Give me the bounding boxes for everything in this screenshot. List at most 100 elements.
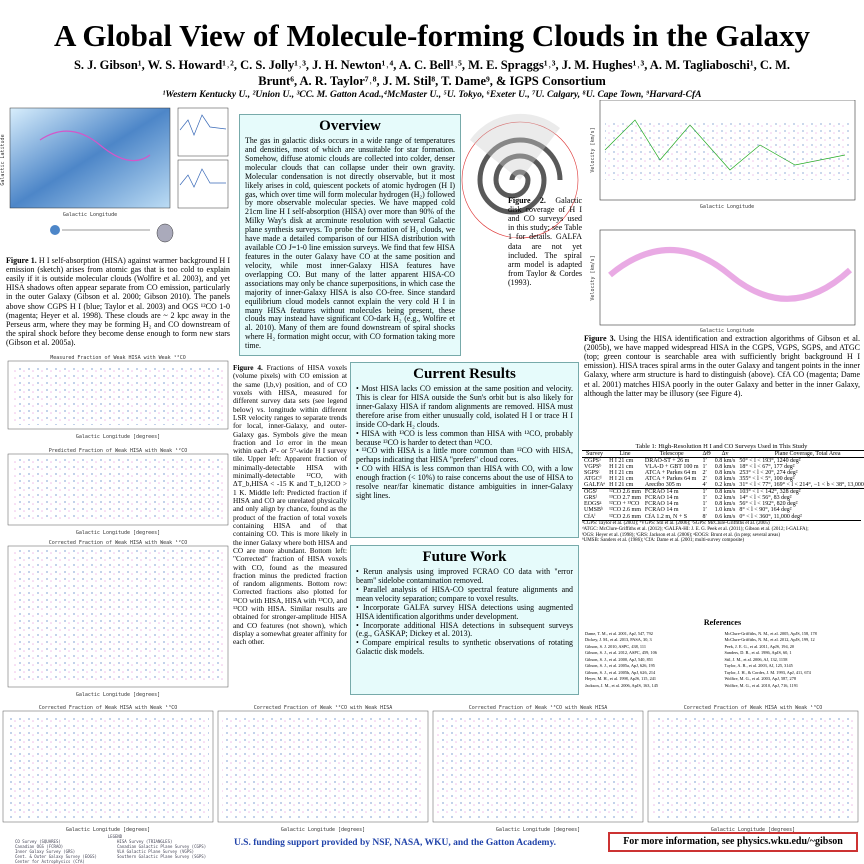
caption-label: Figure 4. <box>233 363 263 372</box>
column-header: ΔΘ <box>702 451 711 457</box>
results-list: Most HISA lacks CO emission at the same … <box>356 384 573 501</box>
table-cell: FCRAO 14 m <box>644 507 679 513</box>
table-row: ATGCᵈ H I 21 cm ATCA + Parkes 64 m 2′ 0.8 km… <box>582 476 864 482</box>
table-cell: FCRAO 14 m <box>644 501 679 507</box>
x-axis-label: Galactic Longitude [degrees] <box>66 827 150 833</box>
table-cell: FCRAO 14 m <box>644 495 679 501</box>
table-cell: 2′ <box>702 476 707 482</box>
table-row: UMSBʰ ¹²CO 2.6 mm FCRAO 14 m 1′ 1.0 km/s 8° <… <box>582 507 864 513</box>
caption-label: Figure 2. <box>508 196 546 205</box>
reference: McClure-Griffiths, N. M., et al. 2012, A… <box>724 637 815 643</box>
future-item: Incorporate GALFA survey HISA detections… <box>356 603 573 622</box>
table-cell: 0.6 km/s <box>714 513 736 520</box>
x-axis-label: Galactic Longitude [degrees] <box>281 827 365 833</box>
table-cell: FCRAO 14 m <box>644 489 679 495</box>
legend: LEGEND CO Survey (SQUARES) Canadian OGS (… <box>15 834 215 864</box>
table-cell: 253° < l < 20°, 274 deg² <box>739 470 798 476</box>
table-cell: Arecibo 305 m <box>644 482 681 488</box>
y-axis-label: Velocity [km/s] <box>590 255 596 300</box>
sketch-cloud <box>156 223 174 243</box>
table-cell: 0.8 km/s <box>714 458 736 464</box>
more-info[interactable]: For more information, see physics.wku.ed… <box>608 832 858 852</box>
reference: Dame, T. M., et al. 2001, ApJ, 547, 792 <box>585 631 653 636</box>
figure4-caption: Figure 4. Fractions of HISA voxels (volu… <box>233 363 347 647</box>
legend-item: Southern Galactic Plane Survey (SGPS) <box>117 854 207 859</box>
table-cell: 0.8 km/s <box>714 501 736 507</box>
table-cell: 0.8 km/s <box>714 476 736 482</box>
table-cell: H I 21 cm <box>609 476 634 482</box>
table-cell: 0.2 km/s <box>714 495 736 501</box>
caption-text: H I self-absorption (HISA) against warme… <box>6 256 231 347</box>
table-cell: H I 21 cm <box>609 470 634 476</box>
table-row: GALFAᵉ H I 21 cm Arecibo 305 m 4′ 0.2 km/s 31… <box>582 482 864 489</box>
y-axis-label: Velocity [km/s] <box>590 127 596 172</box>
co-contour <box>39 130 151 162</box>
reference: Taylor, A. R., et al. 2003, AJ, 125, 314… <box>724 663 793 669</box>
column-header: Δv <box>721 451 729 457</box>
funding: U.S. funding support provided by NSF, NA… <box>233 838 557 848</box>
table-cell: 0.8 km/s <box>714 464 736 470</box>
reference: Gibson, S. J., et al. 2012, ASPC, 459, 1… <box>585 650 657 656</box>
affiliations: ¹Western Kentucky U., ²Union U., ³CC. M.… <box>162 90 702 100</box>
reference: Dickey, J. M., et al. 2013, PASA, 30, 3 <box>585 637 652 643</box>
table-cell: SGPSᶜ <box>584 470 600 476</box>
x-axis-label: Galactic Longitude [degrees] <box>496 827 580 833</box>
legend-item: Canadian Galactic Plane Survey (CGPS) <box>117 844 207 849</box>
table-cell: ¹²CO + ¹³CO <box>609 501 640 507</box>
legend-items: CO Survey (SQUARES) Canadian OGS (FCRAO) I… <box>15 839 215 864</box>
table-cell: GALFAᵉ <box>584 482 606 488</box>
panel-title: Corrected Fraction of Weak HISA with Wea… <box>684 705 822 711</box>
panel-title: Predicted Fraction of Weak HISA with Wea… <box>49 448 187 454</box>
panel-dots <box>12 550 224 683</box>
table-cell: 0.2 km/s <box>714 482 736 488</box>
legend-item: HISA Survey (TRIANGLES) <box>117 839 173 844</box>
caption-label: Figure 3. <box>584 334 616 343</box>
column-header: Telescope <box>659 451 684 457</box>
table-cell: ¹²CO 2.6 mm <box>609 489 641 495</box>
future-item: Parallel analysis of HISA-CO spectral fe… <box>356 585 573 604</box>
figure2-caption: Figure 2. Galactic disk coverage of H I … <box>508 196 582 287</box>
legend-item: Center for Astrophysics (CfA) <box>15 859 85 864</box>
reference: Stil, J. M., et al. 2006, AJ, 132, 1158 <box>724 656 788 662</box>
sketch <box>50 225 60 235</box>
heading: Overview <box>319 118 381 134</box>
figure1-caption: Figure 1. H I self-absorption (HISA) aga… <box>6 256 230 347</box>
reference: Gibson, S. J., et al. 2005b, ApJ, 626, 2… <box>585 669 656 675</box>
table-cell: 50° < l < 193°, 1240 deg² <box>739 458 801 464</box>
table-cell: 2′ <box>702 470 707 476</box>
overview-text: The gas in galactic disks occurs in a wi… <box>245 136 455 351</box>
table-cell: 8′ <box>702 513 707 520</box>
future-item: Incorporate additional HISA detections i… <box>356 621 573 640</box>
reference: Sanders, D. B., et al. 1986, ApJS, 60, 1 <box>724 650 792 656</box>
table-cell: VLA-D + GBT 100 m <box>644 464 699 470</box>
panel-title: Corrected Fraction of Weak ¹³CO with Wea… <box>469 705 607 711</box>
panel-dots <box>12 458 224 521</box>
spectrum-line <box>179 168 226 188</box>
figure3-caption: Figure 3. Using the HISA identification … <box>584 334 860 398</box>
table-cell: CfAⁱ <box>584 514 596 520</box>
table-cell: H I 21 cm <box>609 482 634 488</box>
result-item: CO with HISA is less common than HISA wi… <box>356 464 573 501</box>
legend-item: Canadian OGS (FCRAO) <box>15 844 64 849</box>
table-cell: 0.8 km/s <box>714 489 736 495</box>
x-axis-label: Galactic Longitude [degrees] <box>711 827 795 833</box>
table-cell: EOGSᵍ <box>584 501 602 507</box>
figures: Galactic Longitude Galactic Latitude Gal… <box>0 100 859 833</box>
table-cell: ATCA + Parkes 64 m <box>644 476 697 482</box>
results-box: Current Results Most HISA lacks CO emiss… <box>350 362 579 538</box>
caption-text: Fractions of HISA voxels (volume pixels)… <box>233 363 347 647</box>
reference: Jackson, J. M., et al. 2006, ApJS, 163, … <box>585 682 659 688</box>
table-row: CfAⁱ ¹²CO 2.6 mm CfA 1.2 m, N + S 8′ 0.6 km/… <box>582 513 864 521</box>
caption-text: Using the HISA identification and extrac… <box>584 334 861 398</box>
reference: Taylor, J. H., & Cordes, J. M. 1993, ApJ… <box>724 669 811 675</box>
x-axis-label: Galactic Longitude <box>700 328 754 334</box>
table-cell: CfA 1.2 m, N + S <box>644 513 688 520</box>
reference: Peek, J. E. G., et al. 2011, ApJS, 194, … <box>724 643 795 649</box>
table-cell: 31° < l < 77°, 169° < l < 214°, −1 < b <… <box>739 482 864 488</box>
table-cell: 103° < l < 142°, 328 deg² <box>739 489 801 495</box>
reference: Heyer, M. H., et al. 1998, ApJS, 115, 24… <box>585 676 657 682</box>
result-item: ¹²CO with HISA is a little more common t… <box>356 447 573 465</box>
caption-text: Galactic disk coverage of H I and CO sur… <box>508 196 583 287</box>
hisa-dots <box>605 120 850 180</box>
